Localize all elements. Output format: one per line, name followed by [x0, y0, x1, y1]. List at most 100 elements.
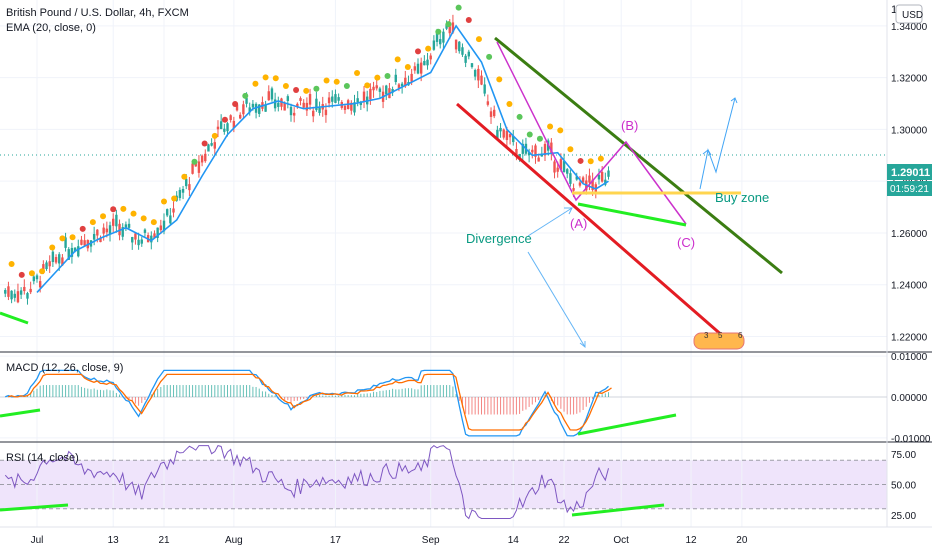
candle-body [127, 223, 131, 228]
countdown-tag: 01:59:21 [887, 181, 932, 196]
left-divergence-line[interactable] [0, 311, 29, 325]
candle-body [569, 173, 572, 184]
candle-body [273, 99, 277, 109]
price-tick-label: 1.34000 [891, 22, 928, 33]
candle-body [562, 161, 566, 173]
candle-body [572, 188, 575, 191]
candle-body [296, 103, 299, 107]
candle-body [42, 264, 45, 271]
candle-body [588, 175, 591, 183]
signal-dot [394, 56, 401, 63]
candle-body [289, 106, 293, 116]
candle-body [337, 97, 340, 101]
rsi-divergence-line[interactable] [571, 503, 665, 517]
macd-axis[interactable]: 0.01000 0.00000 -0.01000 [891, 352, 931, 445]
currency-button[interactable]: USD [895, 4, 923, 24]
candle-body [350, 102, 353, 111]
projection-arrowhead-2 [730, 97, 738, 104]
symbol-title: British Pound / U.S. Dollar, 4h, FXCM [6, 7, 189, 19]
candle-body [242, 104, 245, 115]
rsi-axis[interactable]: 75.00 50.00 25.00 [891, 450, 916, 522]
signal-dot [272, 75, 279, 82]
candle-body [181, 188, 185, 193]
candle-body [251, 103, 255, 108]
signal-dot [120, 205, 127, 212]
macd-layer [0, 369, 887, 437]
candle-body [315, 98, 318, 111]
candle-body [121, 227, 124, 237]
candle-body [16, 291, 20, 303]
buy-zone-label: Buy zone [715, 190, 769, 205]
candle-body [156, 227, 159, 238]
candle-body [537, 157, 540, 162]
signal-dot [110, 206, 117, 213]
counter-digit-3: 6 [738, 331, 743, 340]
candle-body [489, 111, 493, 117]
macd-divergence-line[interactable] [577, 413, 677, 436]
candle-body [102, 227, 105, 234]
candle-body [454, 39, 458, 50]
price-tick-label: 1.32000 [891, 74, 928, 85]
candle-body [223, 128, 226, 132]
counter-digit-2: 5 [718, 331, 723, 340]
candle-body [150, 235, 153, 243]
time-axis[interactable]: Jul 13 21 Aug 17 Sep 14 22 Oct 12 20 [31, 535, 748, 546]
candle-body [597, 174, 601, 180]
price-divergence-line[interactable] [577, 202, 687, 227]
signal-dot [364, 82, 371, 89]
candle-body [556, 167, 559, 172]
candle-body [124, 224, 128, 228]
projection-path[interactable] [699, 97, 736, 190]
candle-body [204, 153, 207, 162]
candle-body [343, 105, 347, 110]
event-counter-badge[interactable]: 3 5 6 [693, 331, 745, 350]
rsi-left-divergence-line[interactable] [0, 503, 69, 512]
channel-upper-line[interactable] [494, 36, 783, 275]
candle-body [140, 239, 143, 244]
candle-body [600, 172, 604, 182]
candle-body [400, 83, 404, 87]
signal-dot [100, 213, 107, 220]
candle-body [461, 47, 464, 55]
candle-body [502, 129, 505, 138]
candle-body [207, 144, 210, 152]
signal-dots [8, 4, 604, 278]
candle-body [527, 152, 531, 156]
signal-dot [557, 127, 564, 134]
candle-body [581, 177, 585, 183]
candle-body [216, 126, 220, 130]
candle-body [115, 214, 118, 227]
candle-body [473, 69, 477, 77]
price-panel-bg [0, 0, 887, 352]
candle-body [318, 107, 321, 114]
price-tick-label: 1.24000 [891, 281, 928, 292]
candle-body [235, 104, 239, 111]
time-tick-label: 20 [736, 535, 748, 546]
candle-body [283, 103, 286, 111]
candle-body [553, 161, 556, 173]
candle-body [19, 290, 23, 295]
wave-line[interactable] [496, 41, 687, 225]
candle-body [105, 228, 109, 233]
signal-dot [161, 198, 167, 205]
candle-body [134, 233, 137, 240]
candle-body [229, 115, 232, 121]
candle-body [248, 107, 251, 113]
rsi-layer [4, 445, 609, 520]
candle-body [51, 251, 55, 263]
candle-body [169, 215, 172, 224]
signal-dot [587, 158, 594, 165]
candle-body [286, 96, 290, 101]
candle-body [292, 112, 296, 116]
signal-dot [293, 87, 300, 94]
signal-dot [496, 76, 503, 83]
signal-dot [597, 155, 604, 162]
macd-left-divergence-line[interactable] [0, 408, 41, 418]
candle-body [77, 246, 80, 257]
channel-lower-line[interactable] [456, 102, 733, 346]
candle-body [439, 39, 442, 45]
signal-dot [89, 219, 96, 226]
candle-body [245, 97, 248, 104]
candle-body [515, 149, 518, 156]
signal-dot [404, 63, 411, 70]
